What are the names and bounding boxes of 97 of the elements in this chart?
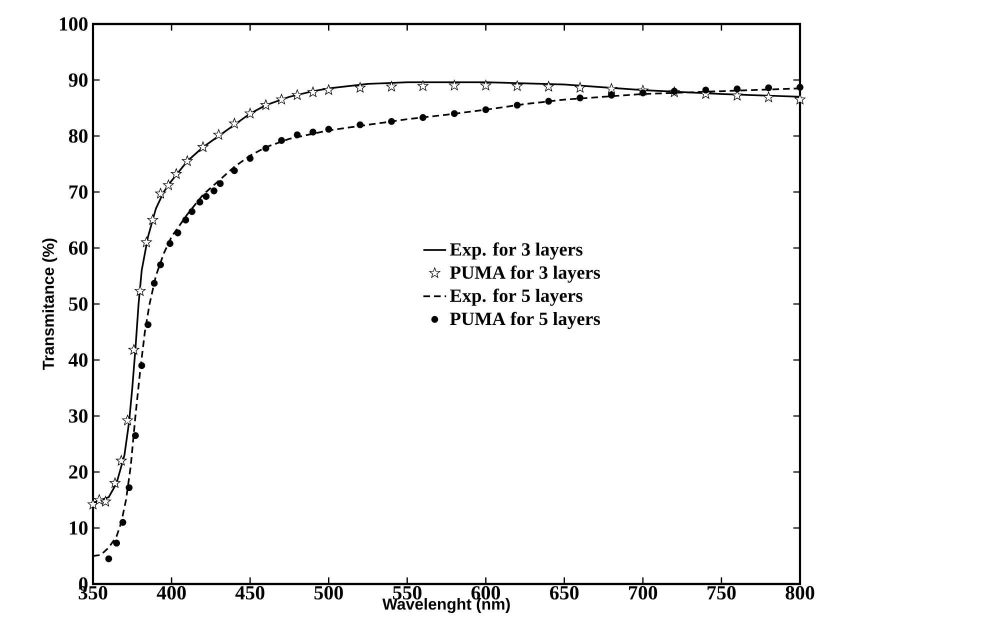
point	[292, 89, 303, 100]
point	[138, 362, 146, 370]
point	[134, 285, 146, 296]
point	[606, 83, 617, 94]
legend-label: Exp. for 3 layers	[450, 242, 582, 260]
point	[448, 80, 460, 90]
point	[512, 80, 523, 91]
point	[325, 126, 332, 133]
legend-label: PUMA for 5 layers	[450, 312, 600, 330]
point	[294, 131, 301, 138]
point	[174, 229, 182, 236]
point	[278, 137, 286, 144]
point	[323, 84, 334, 95]
point	[116, 455, 127, 466]
point	[188, 208, 196, 216]
point	[229, 118, 240, 128]
point	[356, 121, 364, 128]
point	[543, 81, 554, 92]
point	[119, 518, 126, 526]
point	[576, 94, 584, 102]
y-tick-label: 40	[68, 353, 88, 367]
point	[260, 100, 272, 110]
point	[170, 168, 182, 179]
point	[763, 92, 774, 102]
x-tick-label: 600	[471, 586, 500, 600]
point	[545, 98, 552, 105]
point	[182, 156, 193, 166]
x-axis-title: Wavelenght (nm)	[382, 598, 510, 614]
point	[147, 214, 158, 225]
point	[308, 86, 318, 97]
x-tick-label: 550	[393, 586, 422, 600]
point	[166, 240, 174, 247]
x-tick-label: 500	[314, 586, 343, 600]
y-tick-label: 10	[70, 521, 88, 535]
y-tick-label: 30	[69, 409, 88, 423]
point	[262, 144, 270, 152]
y-tick-label: 60	[68, 241, 88, 255]
point	[418, 80, 428, 91]
point	[419, 114, 426, 121]
point	[196, 198, 204, 206]
y-tick-label: 50	[69, 297, 88, 311]
point	[702, 86, 710, 94]
y-tick-label: 20	[69, 465, 88, 479]
x-tick-label: 450	[235, 586, 264, 600]
x-tick-label: 650	[550, 586, 579, 600]
legend-label: Exp. for 5 layers	[450, 288, 582, 306]
point	[163, 180, 174, 190]
point	[198, 142, 208, 152]
x-tick-label: 700	[629, 586, 658, 600]
y-tick-label: 70	[69, 185, 88, 199]
point	[796, 84, 804, 91]
point	[276, 94, 287, 104]
point	[480, 80, 492, 90]
point	[216, 180, 224, 188]
point	[574, 82, 586, 92]
point	[794, 94, 806, 104]
point	[88, 498, 98, 510]
y-axis-title: Transmitance (%)	[42, 238, 58, 370]
point	[386, 81, 397, 92]
point	[94, 494, 105, 505]
point	[309, 128, 316, 136]
point	[141, 236, 152, 248]
point	[157, 261, 164, 268]
point	[514, 102, 521, 109]
point	[244, 108, 256, 118]
point	[210, 187, 218, 194]
x-tick-label: 800	[786, 586, 814, 600]
point	[734, 85, 741, 92]
point	[105, 555, 112, 562]
point	[122, 414, 133, 426]
point	[144, 321, 152, 328]
point	[608, 92, 615, 99]
point	[765, 84, 772, 92]
point	[150, 280, 158, 287]
x-tick-label: 750	[708, 586, 736, 600]
point	[126, 484, 133, 492]
point	[354, 82, 366, 92]
point	[639, 89, 646, 96]
legend-label: PUMA for 3 layers	[450, 266, 600, 283]
y-tick-label: 80	[68, 129, 88, 143]
x-tick-label: 400	[156, 586, 186, 600]
point	[128, 344, 140, 355]
point	[230, 167, 238, 174]
point	[213, 129, 224, 140]
point	[113, 540, 120, 547]
point	[132, 432, 139, 440]
point	[182, 216, 190, 224]
point	[110, 478, 120, 488]
point	[388, 118, 395, 125]
point	[202, 193, 210, 200]
point	[482, 106, 490, 114]
point	[450, 110, 458, 118]
y-tick-label: 90	[68, 73, 88, 87]
y-tick-label: 100	[60, 17, 88, 31]
point	[246, 154, 254, 162]
point	[100, 496, 111, 506]
point	[155, 188, 166, 198]
